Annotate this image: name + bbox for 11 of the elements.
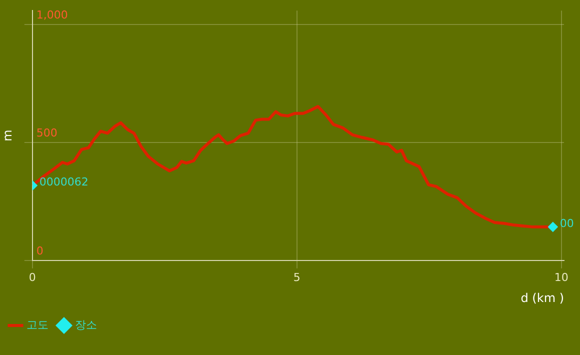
x-axis-title: d (km ): [520, 290, 564, 305]
legend-label: 장소: [75, 318, 97, 332]
annotation: 0000062: [39, 175, 88, 188]
annotation: 00: [560, 216, 574, 230]
y-axis-title: m: [0, 130, 14, 142]
y-tick-label: 1,000: [36, 8, 68, 22]
x-tick-label: 5: [293, 270, 300, 284]
y-tick-label: 500: [36, 126, 58, 140]
y-tick-label: 0: [36, 244, 44, 258]
x-tick-label: 10: [554, 270, 568, 284]
legend-label: 고도: [26, 318, 48, 332]
